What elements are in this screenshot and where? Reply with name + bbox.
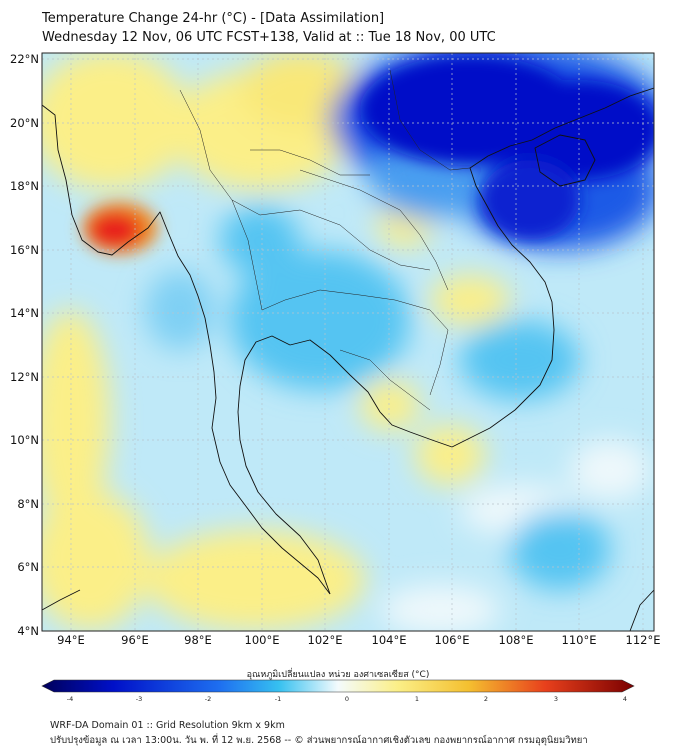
temperature-field [42, 53, 654, 631]
colorbar-tick: -1 [275, 695, 281, 703]
lat-label: 4°N [17, 624, 39, 638]
colorbar-tick: 0 [345, 695, 349, 703]
plot-frame [41, 52, 655, 632]
colorbar-tick: 2 [484, 695, 488, 703]
lon-label: 110°E [562, 633, 597, 647]
colorbar: -4 -3 -2 -1 0 1 2 3 4 [41, 679, 635, 703]
colorbar-bar [41, 679, 635, 693]
lon-labels: 94°E 96°E 98°E 100°E 102°E 104°E 106°E 1… [57, 633, 660, 647]
lat-label: 8°N [17, 497, 39, 511]
lat-label: 10°N [10, 433, 39, 447]
lon-label: 106°E [435, 633, 470, 647]
colorbar-tick: 3 [554, 695, 558, 703]
lat-label: 18°N [10, 179, 39, 193]
footer-credit: ปรับปรุงข้อมูล ณ เวลา 13:00น. วัน พ. ที่… [50, 735, 588, 746]
colorbar-label: อุณหภูมิเปลี่ยนแปลง หน่วย องศาเซลเซียส (… [246, 670, 430, 680]
lon-label: 96°E [121, 633, 149, 647]
lon-label: 104°E [372, 633, 407, 647]
lon-label: 100°E [245, 633, 280, 647]
colorbar-tick: -4 [67, 695, 73, 703]
lon-label: 102°E [308, 633, 343, 647]
coastlines [42, 87, 654, 631]
lon-label: 108°E [499, 633, 534, 647]
lat-label: 20°N [10, 116, 39, 130]
lat-label: 14°N [10, 306, 39, 320]
colorbar-tick: -2 [205, 695, 211, 703]
colorbar-ticks: -4 -3 -2 -1 0 1 2 3 4 [67, 695, 627, 703]
lat-label: 12°N [10, 370, 39, 384]
footer-model-info: WRF-DA Domain 01 :: Grid Resolution 9km … [50, 720, 285, 731]
graticule [42, 53, 654, 631]
map-title: Temperature Change 24-hr (°C) - [Data As… [42, 11, 385, 26]
colorbar-tick: 1 [415, 695, 419, 703]
lon-label: 94°E [57, 633, 85, 647]
lat-labels: 22°N 20°N 18°N 16°N 14°N 12°N 10°N 8°N 6… [10, 52, 39, 638]
lat-label: 22°N [10, 52, 39, 66]
borders [179, 69, 471, 411]
map-subtitle: Wednesday 12 Nov, 06 UTC FCST+138, Valid… [42, 30, 496, 45]
colorbar-tick: -3 [136, 695, 142, 703]
colorbar-tick: 4 [623, 695, 627, 703]
lat-label: 6°N [17, 560, 39, 574]
lat-label: 16°N [10, 243, 39, 257]
lon-label: 98°E [184, 633, 212, 647]
lon-label: 112°E [626, 633, 661, 647]
